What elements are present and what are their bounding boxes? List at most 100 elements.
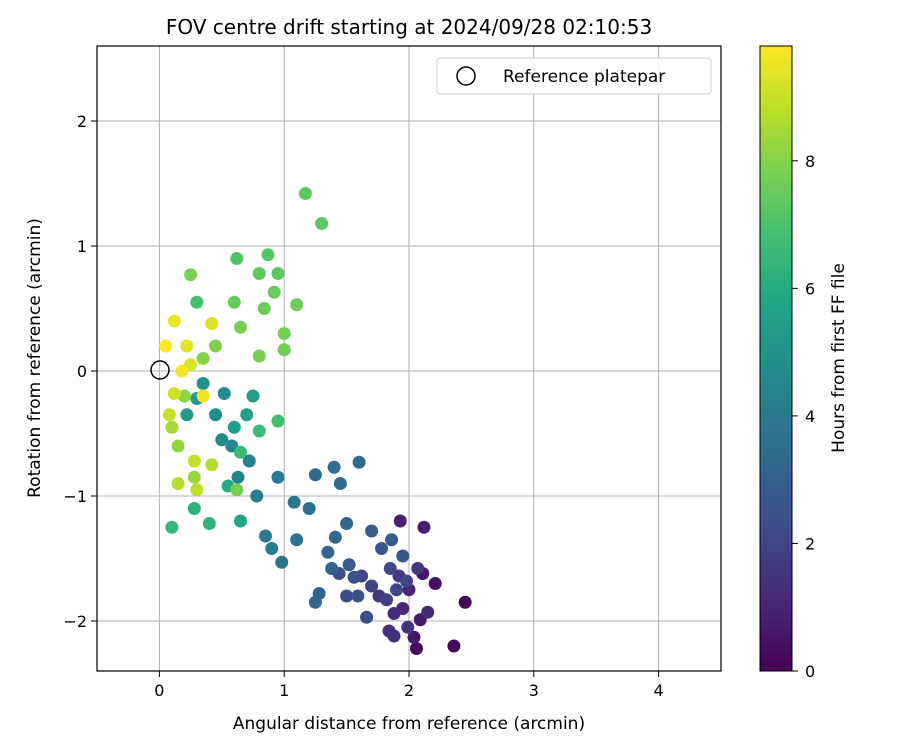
colorbar-tick-label: 0 xyxy=(805,662,815,681)
data-point xyxy=(321,545,335,559)
data-point xyxy=(180,339,194,353)
legend-box xyxy=(436,57,712,95)
y-axis-label: Rotation from reference (arcmin) xyxy=(25,218,45,498)
data-point xyxy=(387,629,401,643)
data-point xyxy=(409,642,423,655)
data-point xyxy=(242,454,256,468)
data-point xyxy=(205,317,219,330)
colorbar xyxy=(759,45,793,672)
data-point xyxy=(234,320,248,334)
data-point xyxy=(267,285,281,299)
data-point xyxy=(250,489,264,503)
data-point xyxy=(190,483,204,497)
data-point xyxy=(252,349,266,363)
data-point xyxy=(342,558,356,572)
x-tick-label: 0 xyxy=(154,681,164,700)
data-point xyxy=(167,314,181,328)
data-point xyxy=(347,570,361,584)
data-point xyxy=(315,217,329,230)
data-point xyxy=(458,595,472,609)
data-point xyxy=(360,610,374,624)
data-point xyxy=(365,524,379,538)
x-axis-ticks: 0 1 2 3 4 xyxy=(154,671,664,700)
data-point xyxy=(202,517,216,530)
legend-label: Reference platepar xyxy=(503,67,665,87)
data-point xyxy=(162,408,176,422)
reference-marker xyxy=(150,360,170,380)
data-point xyxy=(290,533,304,547)
data-point xyxy=(385,533,399,547)
y-tick-label: −2 xyxy=(63,612,87,631)
data-point xyxy=(205,458,219,472)
data-point xyxy=(390,583,404,597)
data-point xyxy=(196,389,210,403)
data-point xyxy=(196,377,210,390)
data-point xyxy=(302,502,316,515)
data-point xyxy=(271,267,285,280)
y-tick-label: 2 xyxy=(77,112,87,131)
data-point xyxy=(265,542,279,555)
x-axis-label: Angular distance from reference (arcmin) xyxy=(233,714,585,734)
y-tick-label: 1 xyxy=(77,237,87,256)
colorbar-tick-label: 8 xyxy=(805,152,815,171)
data-point xyxy=(351,589,365,603)
data-point xyxy=(184,268,198,282)
data-point xyxy=(209,339,223,353)
data-point xyxy=(167,387,181,400)
data-point xyxy=(421,605,435,619)
data-point xyxy=(227,295,241,309)
data-point xyxy=(187,502,201,515)
data-point xyxy=(407,630,421,644)
data-point xyxy=(217,387,231,400)
data-point xyxy=(352,455,366,469)
data-point xyxy=(447,639,461,653)
colorbar-tick-label: 6 xyxy=(805,279,815,298)
data-point xyxy=(325,562,339,575)
data-point xyxy=(275,555,289,569)
colorbar-label: Hours from first FF file xyxy=(829,263,849,453)
data-point xyxy=(177,389,191,403)
data-point xyxy=(258,529,272,543)
data-point xyxy=(340,589,354,603)
legend-marker-icon xyxy=(456,66,476,86)
data-point xyxy=(252,424,266,438)
data-point xyxy=(277,343,291,357)
data-point xyxy=(171,439,185,453)
data-point xyxy=(261,248,275,262)
data-point xyxy=(234,514,248,528)
data-point xyxy=(231,470,245,484)
legend: Reference platepar xyxy=(436,57,712,95)
data-point xyxy=(246,389,260,403)
data-point xyxy=(383,562,397,575)
data-point xyxy=(400,574,414,588)
data-point xyxy=(190,295,204,309)
data-point xyxy=(298,187,312,200)
data-point xyxy=(209,408,223,422)
data-point xyxy=(165,420,179,434)
data-point xyxy=(327,460,341,474)
data-point xyxy=(417,520,431,534)
data-point xyxy=(401,620,415,634)
data-point xyxy=(328,530,342,544)
data-point xyxy=(215,433,229,447)
data-points xyxy=(159,187,472,655)
data-point xyxy=(308,595,322,609)
data-point xyxy=(271,470,285,484)
data-point xyxy=(257,302,271,315)
data-point xyxy=(290,298,304,312)
chart-title: FOV centre drift starting at 2024/09/28 … xyxy=(166,15,652,39)
data-point xyxy=(180,408,194,422)
data-point xyxy=(230,252,244,265)
data-point xyxy=(365,579,379,593)
data-point xyxy=(393,514,407,528)
y-tick-label: 0 xyxy=(77,362,87,381)
data-point xyxy=(165,520,179,534)
data-point xyxy=(196,352,210,365)
data-point xyxy=(380,593,394,607)
data-point xyxy=(333,477,347,490)
data-point xyxy=(175,364,189,378)
x-tick-label: 2 xyxy=(404,681,414,700)
data-point xyxy=(428,577,442,590)
data-point xyxy=(271,414,285,428)
